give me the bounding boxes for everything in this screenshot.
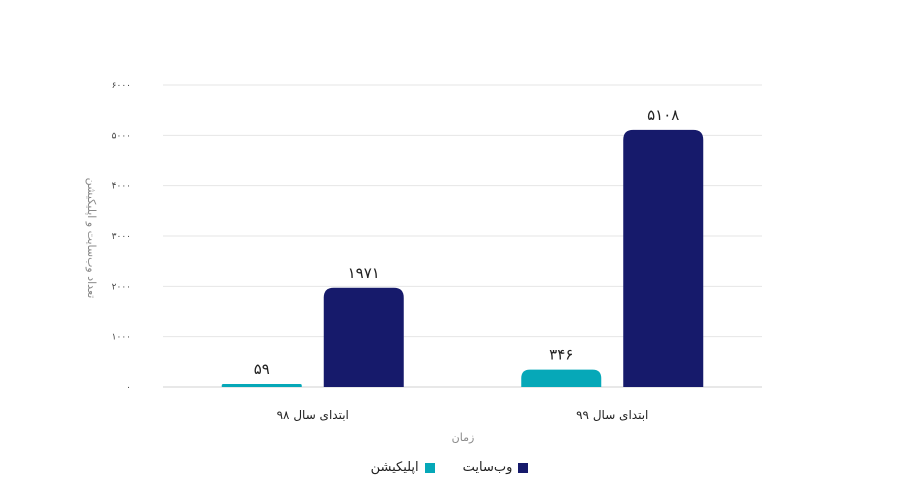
y-tick-label: ۱۰۰۰ xyxy=(112,333,131,343)
legend-item-application[interactable]: اپلیکیشن xyxy=(371,460,435,475)
y-tick-label: ۶۰۰۰ xyxy=(112,81,131,91)
y-tick-label: ۰ xyxy=(126,383,131,393)
x-tick-label: ابتدای سال ۹۹ xyxy=(576,408,648,422)
data-labels: ۵۹ ۱۹۷۱ ۳۴۶ ۵۱۰۸ xyxy=(254,106,680,378)
x-tick-label: ابتدای سال ۹۸ xyxy=(277,408,349,422)
y-axis-title: تعداد وب‌سایت و اپلیکیشن xyxy=(85,178,98,299)
legend-swatch-application xyxy=(424,462,435,473)
bar xyxy=(521,369,602,387)
bar xyxy=(623,129,704,387)
x-axis-ticks: ابتدای سال ۹۸ ابتدای سال ۹۹ xyxy=(277,408,649,422)
legend: وب‌سایت اپلیکیشن xyxy=(0,460,899,475)
data-label: ۵۹ xyxy=(254,360,270,378)
y-tick-label: ۳۰۰۰ xyxy=(112,232,131,242)
bars xyxy=(221,129,704,387)
y-tick-label: ۵۰۰۰ xyxy=(112,131,131,141)
legend-swatch-website xyxy=(518,462,529,473)
y-axis-ticks: ۰ ۱۰۰۰ ۲۰۰۰ ۳۰۰۰ ۴۰۰۰ ۵۰۰۰ ۶۰۰۰ xyxy=(112,81,131,393)
gridlines xyxy=(163,84,762,388)
y-tick-label: ۲۰۰۰ xyxy=(112,282,131,292)
bar xyxy=(221,384,302,387)
legend-item-website[interactable]: وب‌سایت xyxy=(463,460,529,475)
data-label: ۳۴۶ xyxy=(549,346,573,364)
y-tick-label: ۴۰۰۰ xyxy=(112,182,131,192)
legend-label-application: اپلیکیشن xyxy=(370,460,419,475)
legend-label-website: وب‌سایت xyxy=(462,460,513,475)
x-axis-title: زمان xyxy=(452,431,475,444)
bar xyxy=(323,287,404,387)
data-label: ۵۱۰۸ xyxy=(647,106,679,124)
data-label: ۱۹۷۱ xyxy=(348,264,380,282)
